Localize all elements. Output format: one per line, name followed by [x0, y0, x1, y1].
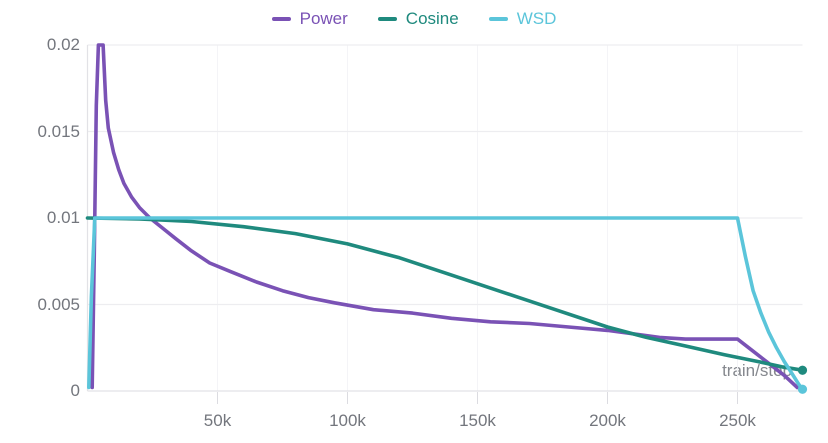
legend-item-wsd[interactable]: WSD [488, 8, 557, 30]
legend-swatch-icon [488, 16, 508, 22]
series-line-power[interactable] [90, 43, 800, 390]
legend-label: WSD [516, 9, 557, 28]
series-line-wsd[interactable] [87, 216, 805, 392]
x-tick-label: 50k [203, 411, 232, 430]
legend-item-cosine[interactable]: Cosine [377, 8, 459, 30]
series-endpoint-wsd[interactable] [797, 384, 808, 394]
y-tick-label: 0.02 [46, 35, 80, 54]
legend-swatch-icon [377, 16, 397, 22]
x-tick-label: 200k [589, 411, 626, 430]
chart-legend: Power Cosine WSD [0, 6, 828, 32]
legend-swatch-icon [271, 16, 291, 22]
x-tick-label: 150k [459, 411, 496, 430]
legend-label: Power [299, 9, 348, 28]
y-tick-label: 0 [70, 381, 80, 400]
y-tick-label: 0.01 [46, 208, 80, 227]
series-line-cosine[interactable] [85, 216, 805, 372]
y-tick-label: 0.015 [37, 121, 80, 141]
y-tick-label: 0.005 [37, 294, 80, 314]
x-tick-label: 250k [719, 411, 756, 430]
legend-label: Cosine [405, 9, 459, 28]
x-tick-label: 100k [329, 411, 366, 430]
legend-item-power[interactable]: Power [271, 8, 348, 30]
series-endpoint-cosine[interactable] [797, 365, 808, 375]
